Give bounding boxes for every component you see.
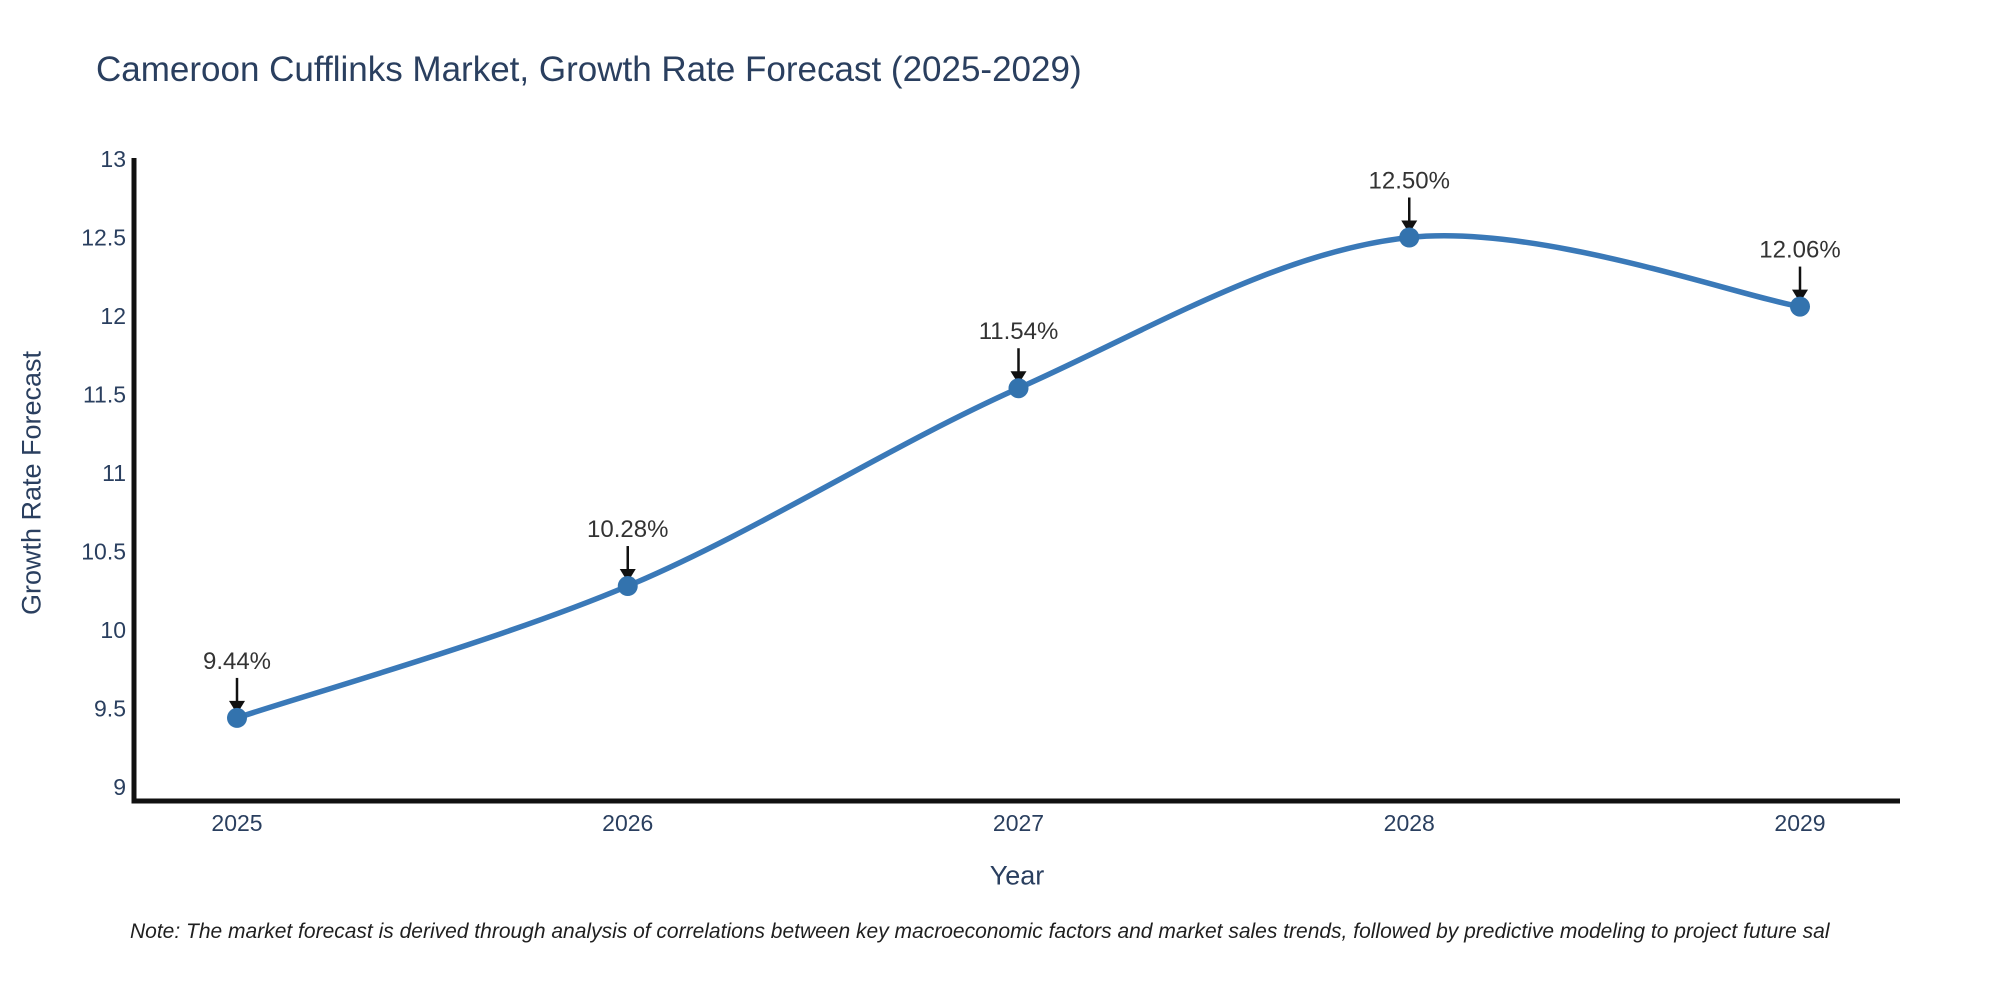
data-point-marker[interactable] bbox=[1399, 227, 1420, 248]
forecast-line bbox=[234, 233, 1803, 721]
x-tick-label: 2029 bbox=[1774, 810, 1825, 836]
y-tick-label: 10.5 bbox=[81, 539, 126, 565]
y-tick-label: 9 bbox=[113, 774, 126, 800]
x-tick-label: 2026 bbox=[602, 810, 653, 836]
annotation-arrowhead bbox=[619, 569, 636, 583]
annotation-arrowhead bbox=[1010, 371, 1027, 385]
chart-title: Cameroon Cufflinks Market, Growth Rate F… bbox=[96, 50, 1082, 89]
data-point-marker[interactable] bbox=[227, 707, 247, 728]
data-point-label: 9.44% bbox=[203, 648, 271, 675]
x-tick-label: 2025 bbox=[211, 810, 262, 836]
x-tick-label: 2028 bbox=[1384, 810, 1435, 836]
x-tick-label: 2027 bbox=[993, 810, 1044, 836]
data-point-label: 12.50% bbox=[1369, 168, 1450, 195]
annotation-arrowhead bbox=[229, 700, 245, 714]
y-tick-label: 12 bbox=[100, 303, 126, 329]
y-tick-label: 12.5 bbox=[81, 225, 126, 251]
data-point-label: 12.06% bbox=[1759, 237, 1840, 264]
data-point-marker[interactable] bbox=[1790, 296, 1810, 317]
y-tick-label: 11 bbox=[102, 460, 126, 486]
y-tick-label: 10 bbox=[100, 617, 126, 643]
annotation-arrowhead bbox=[1401, 220, 1418, 234]
x-axis-title: Year bbox=[989, 860, 1045, 891]
data-point-marker[interactable] bbox=[617, 576, 638, 597]
data-point-label: 10.28% bbox=[587, 516, 668, 543]
footnote-text: Note: The market forecast is derived thr… bbox=[130, 920, 1830, 943]
data-point-label: 11.54% bbox=[979, 318, 1059, 345]
y-tick-label: 13 bbox=[100, 146, 126, 172]
data-point-marker[interactable] bbox=[1008, 378, 1029, 399]
annotation-arrowhead bbox=[1792, 289, 1808, 303]
y-tick-label: 9.5 bbox=[94, 696, 126, 722]
y-tick-label: 11.5 bbox=[83, 382, 126, 408]
